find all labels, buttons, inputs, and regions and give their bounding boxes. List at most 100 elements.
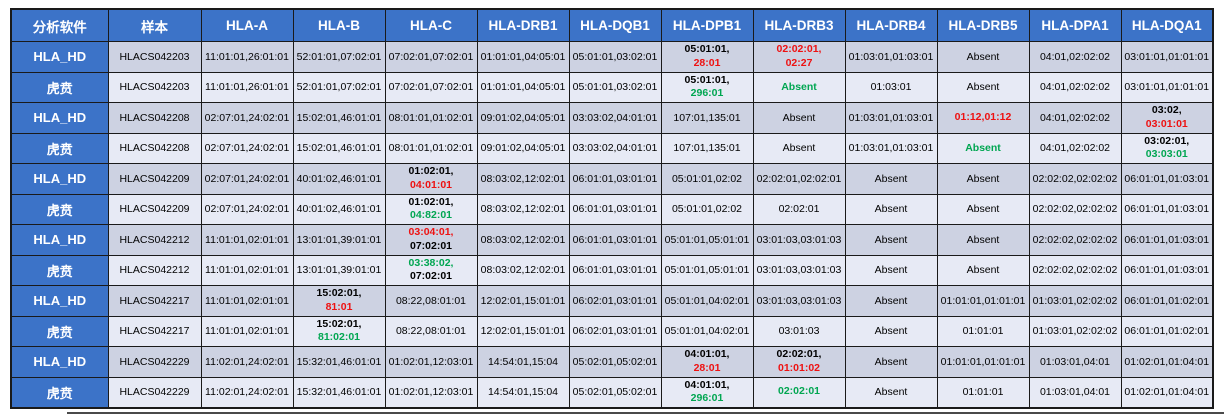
allele-cell: 06:01:01,01:03:01 [1120,224,1214,256]
table-row: HLA_HD HLACS042208 02:07:01,24:02:01 15:02:… [10,102,1214,134]
allele-cell: 03:01:01,01:01:01 [1120,71,1214,103]
allele-segment: 01:02:01, [408,195,454,208]
allele-cell: 11:01:01,26:01:01 [200,41,294,73]
allele-cell: 01:12,01:12 [936,102,1030,134]
allele-segment: 296:01 [690,392,724,404]
allele-cell: 01:01:01 [936,376,1030,408]
sample-id: HLACS042203 [107,41,202,73]
table-row: HLA_HD HLACS042209 02:07:01,24:02:01 40:01:… [10,163,1214,195]
allele-segment: 03:02, [1151,104,1182,117]
allele-cell: 11:02:01,24:02:01 [200,376,294,408]
allele-cell: 01:03:01,04:01 [1028,346,1122,378]
allele-segment: 02:02:01, [776,43,822,56]
allele-segment: 03:02:01, [1144,134,1190,147]
allele-cell: 04:01:01, 28:01 [660,346,754,378]
allele-cell: Absent [936,41,1030,73]
allele-cell: 04:01,02:02:02 [1028,132,1122,164]
allele-cell: 06:01:01,01:03:01 [1120,193,1214,225]
allele-cell: Absent [936,163,1030,195]
allele-cell: 01:02:01, 04:01:01 [384,163,478,195]
allele-cell: 13:01:01,39:01:01 [292,254,386,286]
table-row: 虎贲 HLACS042209 02:07:01,24:02:01 40:01:02,4… [10,193,1214,225]
allele-cell: 107:01,135:01 [660,132,754,164]
allele-cell: 02:02:01 [752,193,846,225]
column-header-HLA-DPB1: HLA-DPB1 [660,8,754,42]
table-row: HLA_HD HLACS042203 11:01:01,26:01:01 52:01:… [10,41,1214,73]
allele-cell: 08:22,08:01:01 [384,315,478,347]
allele-segment: 07:02:01 [409,270,453,283]
allele-cell: 05:01:01,03:02:01 [568,71,662,103]
allele-cell: 01:01:01,01:01:01 [936,346,1030,378]
allele-cell: 01:03:01,02:02:02 [1028,315,1122,347]
allele-cell: 06:01:01,01:02:01 [1120,285,1214,317]
allele-cell: 40:01:02,46:01:01 [292,163,386,195]
allele-cell: 08:03:02,12:02:01 [476,254,570,286]
allele-cell: 03:03:02,04:01:01 [568,102,662,134]
allele-cell: 01:03:01,02:02:02 [1028,285,1122,317]
software-label: HLA_HD [10,285,109,317]
table-row: HLA_HD HLACS042212 11:01:01,02:01:01 13:01:… [10,224,1214,256]
allele-cell: 02:02:02,02:02:02 [1028,193,1122,225]
allele-cell: 14:54:01,15:04 [476,376,570,408]
allele-segment: 05:01:01, [684,43,730,56]
allele-cell: 01:03:01 [844,71,938,103]
allele-cell: 01:02:01,01:04:01 [1120,376,1214,408]
allele-segment: 03:04:01, [408,226,454,239]
allele-cell: 01:01:01,04:05:01 [476,71,570,103]
sample-id: HLACS042229 [107,376,202,408]
hla-typing-comparison-table: 分析软件 样本 HLA-A HLA-B HLA-C HLA-DRB1 HLA-DQB1 HLA… [10,8,1214,409]
allele-segment: 28:01 [693,56,721,69]
allele-cell: 06:01:01,03:01:01 [568,224,662,256]
column-header-HLA-DRB1: HLA-DRB1 [476,8,570,42]
column-header-分析软件: 分析软件 [10,8,109,42]
software-label: HLA_HD [10,163,109,195]
allele-cell: 11:02:01,24:02:01 [200,346,294,378]
allele-cell: 02:07:01,24:02:01 [200,163,294,195]
allele-cell: 02:02:01,02:02:01 [752,163,846,195]
allele-cell: Absent [844,163,938,195]
allele-cell: 40:01:02,46:01:01 [292,193,386,225]
allele-segment: 02:02:01 [777,385,821,398]
allele-cell: 15:32:01,46:01:01 [292,376,386,408]
allele-segment: 15:02:01, [316,317,362,330]
allele-cell: 15:02:01, 81:01 [292,285,386,317]
software-label: 虎贲 [10,132,109,164]
allele-cell: 08:03:02,12:02:01 [476,224,570,256]
allele-cell: 02:02:02,02:02:02 [1028,224,1122,256]
allele-cell: Absent [844,285,938,317]
allele-segment: 81:01 [325,300,353,313]
sample-id: HLACS042203 [107,71,202,103]
allele-cell: 01:03:01,04:01 [1028,376,1122,408]
allele-cell: 03:02:01, 03:03:01 [1120,132,1214,164]
allele-cell: 01:01:01,04:05:01 [476,41,570,73]
allele-cell: 05:01:01,04:02:01 [660,315,754,347]
allele-cell: Absent [844,376,938,408]
sample-id: HLACS042217 [107,285,202,317]
allele-cell: 03:03:02,04:01:01 [568,132,662,164]
allele-segment: 02:27 [785,56,813,69]
column-header-HLA-C: HLA-C [384,8,478,42]
software-label: 虎贲 [10,71,109,103]
sample-id: HLACS042217 [107,315,202,347]
allele-cell: 06:01:01,01:03:01 [1120,163,1214,195]
allele-cell: 01:02:01,12:03:01 [384,346,478,378]
allele-cell: 08:22,08:01:01 [384,285,478,317]
allele-cell: 09:01:02,04:05:01 [476,102,570,134]
allele-cell: 02:07:01,24:02:01 [200,193,294,225]
allele-cell: 13:01:01,39:01:01 [292,224,386,256]
allele-segment: 07:02:01 [409,239,453,252]
allele-cell: 01:02:01, 04:82:01 [384,193,478,225]
allele-cell: 03:01:03,03:01:03 [752,285,846,317]
allele-segment: 04:01:01 [409,178,453,191]
allele-cell: 06:01:01,01:02:01 [1120,315,1214,347]
allele-cell: Absent [936,71,1030,103]
column-header-HLA-DRB5: HLA-DRB5 [936,8,1030,42]
allele-cell: Absent [844,224,938,256]
column-header-HLA-DQB1: HLA-DQB1 [568,8,662,42]
allele-cell: 03:01:03,03:01:03 [752,224,846,256]
allele-cell: 06:01:01,03:01:01 [568,193,662,225]
column-header-HLA-DPA1: HLA-DPA1 [1028,8,1122,42]
allele-cell: Absent [844,346,938,378]
column-header-HLA-A: HLA-A [200,8,294,42]
allele-cell: 107:01,135:01 [660,102,754,134]
